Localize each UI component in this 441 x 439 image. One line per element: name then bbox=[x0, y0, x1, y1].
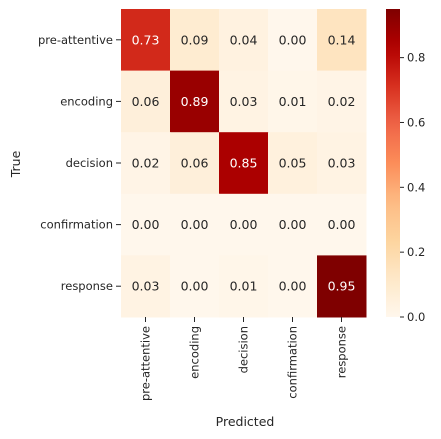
cell-value-label: 0.05 bbox=[279, 156, 307, 171]
heatmap-cell bbox=[268, 255, 318, 318]
cell-value-label: 0.73 bbox=[132, 32, 160, 47]
cell-value-label: 0.04 bbox=[230, 32, 258, 47]
heatmap-cell bbox=[170, 193, 220, 256]
x-tick-label: response bbox=[335, 326, 349, 378]
heatmap-cell bbox=[170, 255, 220, 318]
colorbar-gradient bbox=[386, 9, 400, 317]
cell-value-label: 0.06 bbox=[181, 156, 209, 171]
cell-value-label: 0.02 bbox=[132, 156, 160, 171]
x-tick-label: confirmation bbox=[286, 326, 300, 399]
heatmap-cell bbox=[268, 70, 318, 133]
heatmap-cell bbox=[219, 132, 269, 195]
colorbar-tick-label: 0.6 bbox=[407, 115, 425, 129]
x-axis-label: Predicted bbox=[216, 414, 275, 429]
cell-value-label: 0.95 bbox=[328, 279, 356, 294]
cell-value-label: 0.00 bbox=[132, 217, 160, 232]
cell-value-label: 0.01 bbox=[279, 94, 307, 109]
heatmap-cell bbox=[268, 193, 318, 256]
heatmap-cell bbox=[121, 70, 171, 133]
cell-value-label: 0.14 bbox=[328, 32, 356, 47]
heatmap-cell bbox=[317, 193, 367, 256]
heatmap-cell bbox=[219, 9, 269, 72]
y-tick-label: confirmation bbox=[40, 218, 113, 232]
y-tick-label: decision bbox=[66, 156, 113, 170]
heatmap-cells: 0.73 0.09 0.04 0.00 0.14 0.06 0.89 0.03 0.01 0.02… bbox=[121, 9, 367, 318]
y-tick-label: response bbox=[61, 279, 113, 293]
x-tick-label: pre-attentive bbox=[139, 326, 153, 401]
x-tick-label: decision bbox=[237, 326, 251, 373]
colorbar: 0.0 0.2 0.4 0.6 0.8 bbox=[386, 9, 425, 324]
heatmap-cell bbox=[219, 70, 269, 133]
cell-value-label: 0.03 bbox=[328, 156, 356, 171]
cell-value-label: 0.03 bbox=[230, 94, 258, 109]
x-tick-label: encoding bbox=[188, 326, 202, 379]
x-tick-labels: pre-attentive encoding decision confirmatio… bbox=[139, 317, 349, 401]
cell-value-label: 0.00 bbox=[279, 217, 307, 232]
heatmap-cell bbox=[170, 9, 220, 72]
cell-value-label: 0.00 bbox=[181, 217, 209, 232]
y-tick-labels: pre-attentive encoding decision confirmatio… bbox=[38, 33, 121, 293]
cell-value-label: 0.89 bbox=[181, 94, 209, 109]
cell-value-label: 0.01 bbox=[230, 279, 258, 294]
heatmap-cell bbox=[317, 132, 367, 195]
heatmap-cell bbox=[317, 9, 367, 72]
heatmap-cell bbox=[121, 9, 171, 72]
heatmap-cell bbox=[317, 70, 367, 133]
y-tick-label: encoding bbox=[60, 94, 113, 108]
heatmap-cell bbox=[170, 70, 220, 133]
heatmap-cell bbox=[268, 132, 318, 195]
cell-value-label: 0.02 bbox=[328, 94, 356, 109]
cell-value-label: 0.00 bbox=[279, 32, 307, 47]
cell-value-label: 0.06 bbox=[132, 94, 160, 109]
heatmap-cell bbox=[268, 9, 318, 72]
y-tick-label: pre-attentive bbox=[38, 33, 113, 47]
heatmap-cell bbox=[219, 193, 269, 256]
colorbar-tick-label: 0.0 bbox=[407, 310, 425, 324]
colorbar-tick-label: 0.2 bbox=[407, 245, 425, 259]
cell-value-label: 0.00 bbox=[279, 279, 307, 294]
cell-value-label: 0.85 bbox=[230, 156, 258, 171]
heatmap-cell bbox=[317, 255, 367, 318]
cell-value-label: 0.03 bbox=[132, 279, 160, 294]
heatmap-cell bbox=[219, 255, 269, 318]
cell-value-label: 0.00 bbox=[181, 279, 209, 294]
cell-value-label: 0.09 bbox=[181, 32, 209, 47]
cell-value-label: 0.00 bbox=[328, 217, 356, 232]
y-axis-label: True bbox=[8, 150, 23, 178]
heatmap-cell bbox=[121, 193, 171, 256]
heatmap-cell bbox=[170, 132, 220, 195]
colorbar-tick-label: 0.4 bbox=[407, 180, 425, 194]
heatmap-cell bbox=[121, 255, 171, 318]
cell-value-label: 0.00 bbox=[230, 217, 258, 232]
colorbar-tick-label: 0.8 bbox=[407, 51, 425, 65]
heatmap-cell bbox=[121, 132, 171, 195]
